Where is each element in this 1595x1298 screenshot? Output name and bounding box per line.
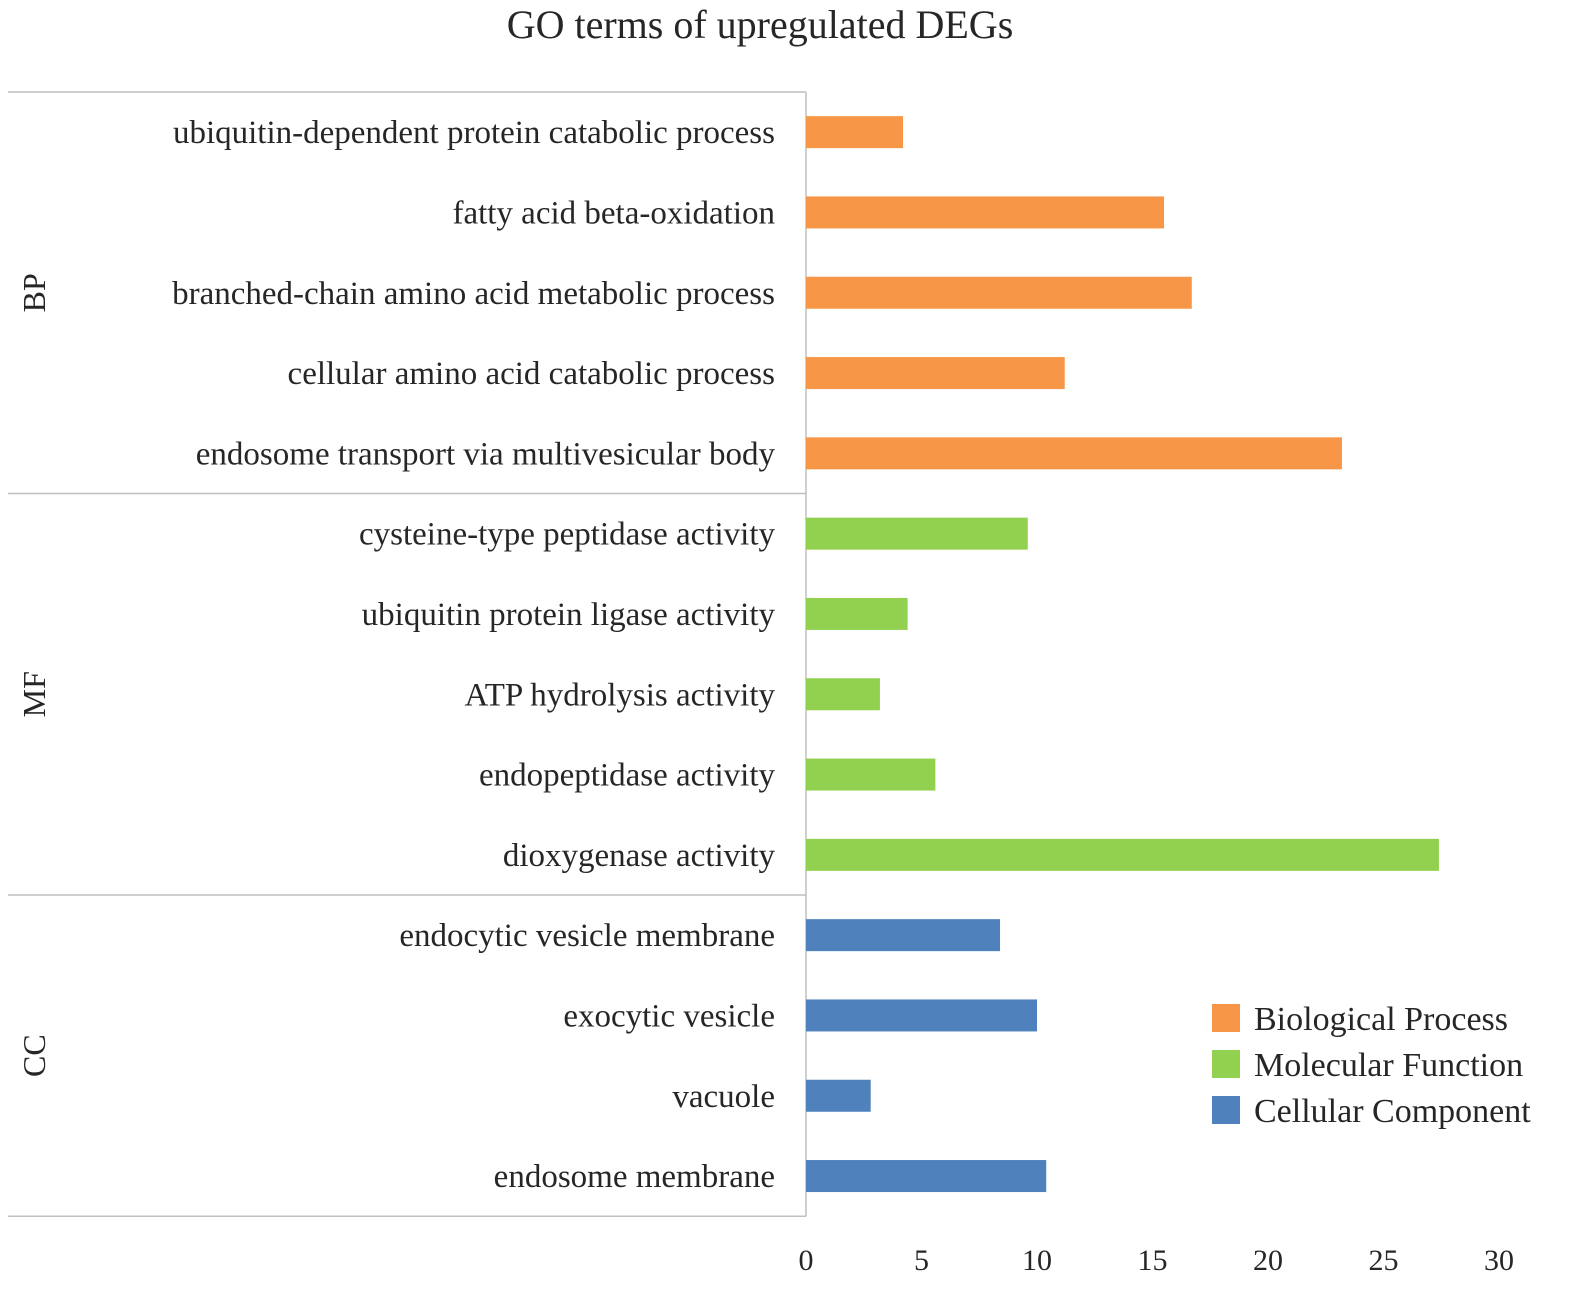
category-label: exocytic vesicle [563, 998, 775, 1034]
bar [806, 1160, 1047, 1193]
bar [806, 517, 1028, 550]
category-frame [8, 91, 807, 1217]
bar [806, 919, 1001, 952]
category-label: vacuole [672, 1079, 775, 1115]
category-label: branched-chain amino acid metabolic proc… [172, 276, 775, 312]
legend-label: Molecular Function [1254, 1047, 1523, 1084]
x-axis-ticks: 0 5 10 15 20 25 30 [799, 1244, 1515, 1277]
legend-label: Biological Process [1254, 1001, 1508, 1038]
bar [806, 999, 1037, 1032]
bar [806, 116, 904, 149]
x-tick-label: 20 [1253, 1244, 1283, 1277]
category-label: ATP hydrolysis activity [465, 677, 776, 713]
bar [806, 597, 908, 630]
legend-swatch [1212, 1096, 1240, 1124]
group-label-mf: MF [16, 671, 52, 717]
category-label: endocytic vesicle membrane [399, 918, 775, 954]
legend-swatch [1212, 1004, 1240, 1032]
legend-swatch [1212, 1050, 1240, 1078]
bar [806, 1079, 871, 1112]
x-tick-label: 15 [1138, 1244, 1168, 1277]
category-label: dioxygenase activity [503, 838, 776, 874]
category-label: fatty acid beta-oxidation [452, 195, 775, 231]
x-tick-label: 5 [914, 1244, 929, 1277]
x-tick-label: 25 [1369, 1244, 1399, 1277]
bars [806, 116, 1439, 1193]
x-tick-label: 30 [1484, 1244, 1514, 1277]
bar [806, 678, 880, 711]
category-labels: ubiquitin-dependent protein catabolic pr… [172, 115, 775, 1195]
group-label-bp: BP [16, 273, 52, 312]
legend-label: Cellular Component [1254, 1093, 1531, 1130]
bar [806, 276, 1192, 309]
bar [806, 758, 936, 791]
category-label: ubiquitin-dependent protein catabolic pr… [173, 115, 775, 151]
x-tick-label: 10 [1022, 1244, 1052, 1277]
category-label: endopeptidase activity [479, 758, 775, 794]
category-label: endosome membrane [494, 1159, 775, 1195]
category-label: ubiquitin protein ligase activity [362, 597, 776, 633]
category-label: cysteine-type peptidase activity [359, 517, 776, 553]
x-tick-label: 0 [799, 1244, 814, 1277]
bar [806, 437, 1342, 470]
chart-title: GO terms of upregulated DEGs [507, 2, 1014, 47]
bar [806, 196, 1165, 229]
legend: Biological Process Molecular Function Cell… [1212, 1001, 1531, 1130]
bar [806, 838, 1439, 871]
bar [806, 357, 1065, 390]
group-label-cc: CC [16, 1034, 52, 1077]
category-label: endosome transport via multivesicular bo… [196, 436, 776, 472]
category-label: cellular amino acid catabolic process [288, 356, 775, 392]
group-labels: BP MF CC [16, 273, 52, 1077]
